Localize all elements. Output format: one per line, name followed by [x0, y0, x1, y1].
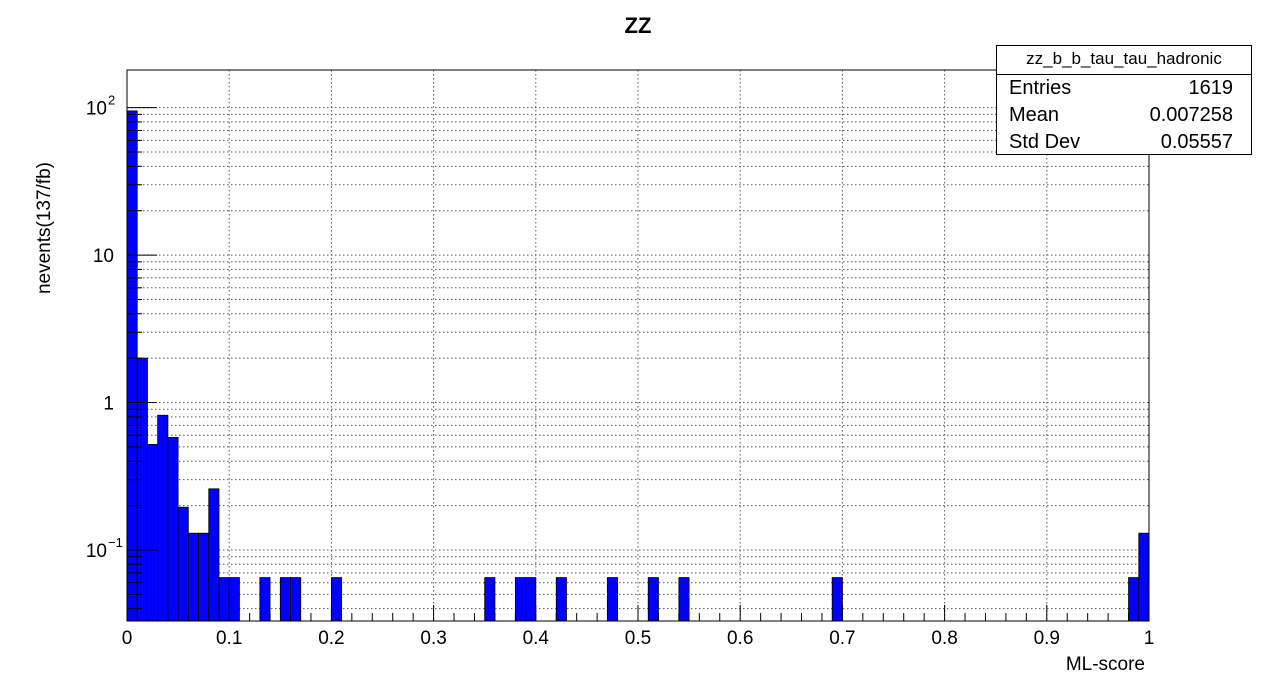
y-tick-base: 10	[93, 246, 114, 267]
stats-entries-label: Entries	[1009, 77, 1072, 99]
stats-entries-value: 1619	[1188, 77, 1234, 99]
histogram-bar	[606, 577, 618, 622]
histogram-bar	[831, 577, 843, 622]
x-tick-label: 1	[1144, 628, 1155, 649]
y-tick-label: 10	[93, 246, 114, 267]
x-tick-labels: 0 0.1 0.2 0.3 0.4 0.5 0.6 0.7 0.8 0.9 1	[122, 628, 1155, 649]
histogram-bar	[525, 577, 537, 622]
stats-mean-label: Mean	[1009, 104, 1060, 126]
histogram-bar	[259, 577, 271, 622]
x-tick-label: 0.4	[523, 628, 550, 649]
y-tick-label: 1	[103, 394, 114, 415]
histogram-bar	[1138, 532, 1150, 622]
stats-box: zz_b_b_tau_tau_hadronic Entries 1619 Mea…	[996, 45, 1252, 155]
stats-histogram-name: zz_b_b_tau_tau_hadronic	[997, 46, 1251, 75]
y-tick-base: 1	[103, 394, 114, 415]
x-tick-label: 0.7	[829, 628, 855, 649]
x-tick-label: 0.9	[1034, 628, 1060, 649]
histogram-bar	[484, 577, 496, 622]
histogram-bar	[167, 437, 179, 622]
histogram-bar	[228, 577, 240, 622]
x-tick-label: 0.1	[216, 628, 242, 649]
y-tick-base: 10	[86, 99, 107, 120]
histogram-bar	[157, 414, 169, 622]
y-tick-label: 10 2	[86, 93, 115, 120]
histogram-bar	[177, 506, 189, 622]
histogram-bar	[1128, 577, 1140, 622]
histogram-bar	[279, 577, 291, 622]
x-tick-label: 0.5	[625, 628, 651, 649]
stats-std-value: 0.05557	[1160, 131, 1233, 153]
x-axis-label: ML-score	[1066, 654, 1145, 675]
histogram-bar	[678, 577, 690, 622]
y-tick-exponent: −1	[108, 535, 123, 550]
histogram-bar	[330, 577, 343, 622]
histogram-bar	[198, 532, 210, 622]
stats-mean-value: 0.007258	[1149, 104, 1233, 126]
histogram-bar	[187, 532, 199, 622]
stats-row-std: Std Dev 0.05557	[997, 129, 1251, 156]
histogram-bar	[218, 577, 230, 622]
y-tick-base: 10	[86, 541, 107, 562]
histogram-bar	[208, 488, 220, 622]
histogram-bar	[126, 110, 138, 622]
histogram-bar	[514, 577, 526, 622]
y-axis-label: nevents(137/fb)	[34, 162, 55, 294]
x-tick-label: 0.2	[318, 628, 344, 649]
histogram-bar	[555, 577, 567, 622]
x-tick-label: 0.8	[931, 628, 957, 649]
histogram-bar	[136, 357, 148, 622]
x-tick-label: 0.6	[727, 628, 753, 649]
histogram-bar	[290, 577, 302, 622]
y-tick-label: 10 −1	[86, 535, 123, 562]
stats-row-mean: Mean 0.007258	[997, 102, 1251, 129]
x-tick-label: 0	[122, 628, 133, 649]
stats-std-label: Std Dev	[1009, 131, 1081, 153]
histogram-bar	[647, 577, 659, 622]
stats-row-entries: Entries 1619	[997, 75, 1251, 102]
axis-ticks	[126, 107, 1150, 621]
x-tick-label: 0.3	[420, 628, 446, 649]
histogram-bar	[147, 444, 159, 622]
chart-title: ZZ	[625, 13, 652, 38]
y-tick-exponent: 2	[108, 93, 115, 108]
